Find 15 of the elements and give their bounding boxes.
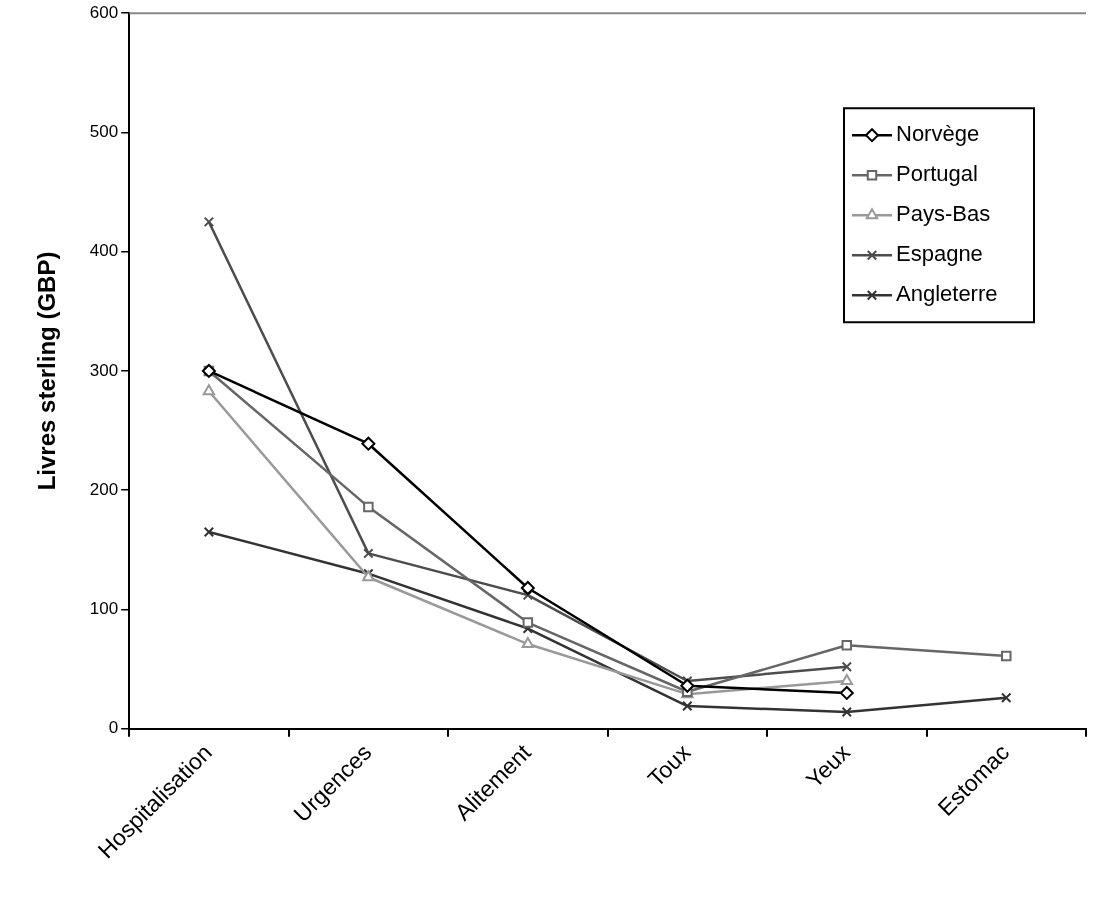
x-tick-label: Yeux [800, 738, 856, 794]
legend-label: Norvège [896, 121, 980, 147]
y-tick-label: 400 [89, 241, 119, 261]
legend-label: Pays-Bas [896, 201, 991, 227]
legend-label: Portugal [896, 161, 978, 187]
y-tick-label: 300 [89, 360, 119, 380]
y-axis-title: Livres sterling (GBP) [33, 251, 61, 491]
legend-label: Angleterre [896, 281, 998, 307]
y-tick-label: 200 [89, 479, 119, 499]
y-tick-label: 100 [89, 599, 119, 619]
legend-label: Espagne [896, 241, 983, 267]
y-tick-label: 500 [89, 122, 119, 142]
y-tick-label: 600 [89, 2, 119, 22]
y-tick-label: 0 [108, 718, 119, 738]
x-tick-label: Toux [642, 738, 696, 792]
